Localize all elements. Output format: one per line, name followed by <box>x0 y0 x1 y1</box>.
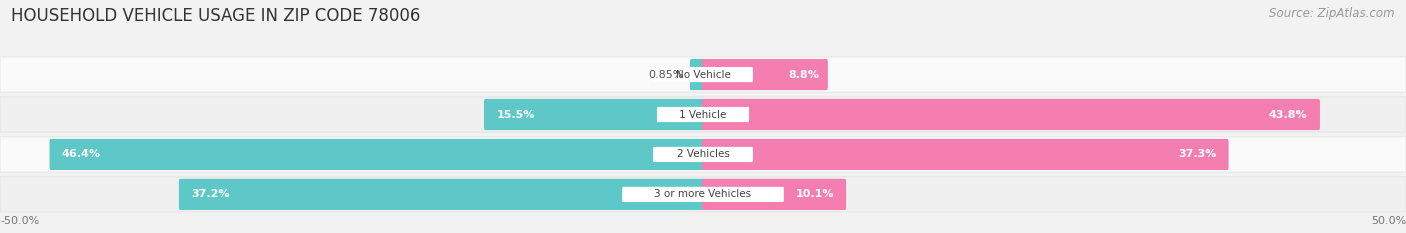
Text: 1 Vehicle: 1 Vehicle <box>679 110 727 120</box>
FancyBboxPatch shape <box>690 59 704 90</box>
FancyBboxPatch shape <box>0 137 1406 172</box>
FancyBboxPatch shape <box>652 67 754 82</box>
FancyBboxPatch shape <box>652 147 754 162</box>
FancyBboxPatch shape <box>0 57 1406 92</box>
Text: 43.8%: 43.8% <box>1270 110 1308 120</box>
Text: 50.0%: 50.0% <box>1371 216 1406 226</box>
FancyBboxPatch shape <box>484 99 704 130</box>
Text: 37.2%: 37.2% <box>191 189 229 199</box>
Text: 10.1%: 10.1% <box>796 189 834 199</box>
Text: -50.0%: -50.0% <box>0 216 39 226</box>
FancyBboxPatch shape <box>0 97 1406 132</box>
Text: HOUSEHOLD VEHICLE USAGE IN ZIP CODE 78006: HOUSEHOLD VEHICLE USAGE IN ZIP CODE 7800… <box>11 7 420 25</box>
FancyBboxPatch shape <box>702 179 846 210</box>
Text: 8.8%: 8.8% <box>789 70 820 79</box>
FancyBboxPatch shape <box>702 59 828 90</box>
FancyBboxPatch shape <box>621 187 785 202</box>
Text: 46.4%: 46.4% <box>62 149 101 159</box>
FancyBboxPatch shape <box>702 99 1320 130</box>
FancyBboxPatch shape <box>702 139 1229 170</box>
Text: 15.5%: 15.5% <box>496 110 534 120</box>
FancyBboxPatch shape <box>0 177 1406 212</box>
FancyBboxPatch shape <box>657 107 749 122</box>
Text: No Vehicle: No Vehicle <box>675 70 731 79</box>
FancyBboxPatch shape <box>49 139 704 170</box>
Text: 3 or more Vehicles: 3 or more Vehicles <box>654 189 752 199</box>
Text: 2 Vehicles: 2 Vehicles <box>676 149 730 159</box>
Text: Source: ZipAtlas.com: Source: ZipAtlas.com <box>1270 7 1395 20</box>
Text: 0.85%: 0.85% <box>648 70 685 79</box>
Text: 37.3%: 37.3% <box>1178 149 1216 159</box>
FancyBboxPatch shape <box>179 179 704 210</box>
